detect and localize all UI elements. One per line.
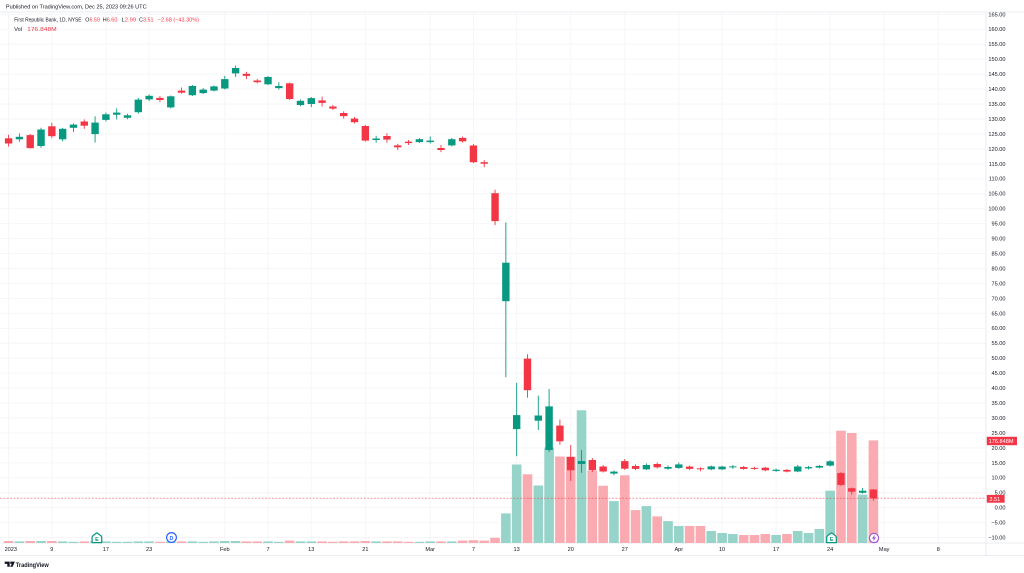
svg-text:5.00: 5.00	[995, 491, 1006, 497]
svg-text:Vol 176.848M: Vol 176.848M	[14, 27, 57, 33]
svg-text:100.00: 100.00	[988, 207, 1005, 213]
svg-text:130.00: 130.00	[988, 117, 1005, 123]
svg-text:7: 7	[266, 547, 269, 553]
svg-text:80.00: 80.00	[992, 266, 1006, 272]
svg-text:17: 17	[103, 547, 109, 553]
svg-text:L2.99: L2.99	[122, 18, 137, 24]
svg-text:C3.51: C3.51	[139, 18, 154, 24]
svg-text:15.00: 15.00	[992, 461, 1006, 467]
svg-text:45.00: 45.00	[992, 371, 1006, 377]
svg-text:70.00: 70.00	[992, 296, 1006, 302]
svg-text:176.848M: 176.848M	[989, 439, 1014, 445]
svg-text:115.00: 115.00	[989, 162, 1006, 168]
svg-text:65.00: 65.00	[992, 311, 1006, 317]
svg-text:10: 10	[719, 547, 725, 553]
svg-text:40.00: 40.00	[992, 386, 1006, 392]
svg-text:60.00: 60.00	[992, 326, 1006, 332]
svg-text:20: 20	[568, 547, 574, 553]
svg-text:50.00: 50.00	[992, 356, 1006, 362]
svg-text:95.00: 95.00	[992, 222, 1006, 228]
svg-text:160.00: 160.00	[988, 27, 1005, 33]
svg-text:30.00: 30.00	[992, 416, 1006, 422]
svg-text:35.00: 35.00	[992, 401, 1006, 407]
svg-text:O6.59: O6.59	[85, 18, 100, 24]
svg-text:145.00: 145.00	[988, 72, 1005, 78]
svg-text:10.00: 10.00	[992, 476, 1006, 482]
svg-text:3.51: 3.51	[989, 497, 1000, 503]
svg-text:−10.00: −10.00	[988, 536, 1005, 542]
svg-text:0.00: 0.00	[995, 506, 1006, 512]
svg-text:Mar: Mar	[425, 547, 435, 553]
svg-text:140.00: 140.00	[988, 87, 1005, 93]
svg-text:2023: 2023	[5, 547, 17, 553]
svg-text:TradingView: TradingView	[16, 563, 49, 569]
svg-text:165.00: 165.00	[988, 12, 1005, 18]
svg-text:85.00: 85.00	[992, 251, 1006, 257]
svg-text:13: 13	[308, 547, 314, 553]
svg-text:23: 23	[146, 547, 152, 553]
svg-text:E: E	[95, 537, 99, 543]
svg-text:−5.00: −5.00	[991, 521, 1005, 527]
svg-text:13: 13	[514, 547, 520, 553]
svg-text:24: 24	[827, 547, 833, 553]
svg-text:125.00: 125.00	[988, 132, 1005, 138]
svg-text:25.00: 25.00	[992, 431, 1006, 437]
svg-text:155.00: 155.00	[988, 42, 1005, 48]
svg-text:20.00: 20.00	[992, 446, 1006, 452]
svg-text:21: 21	[362, 547, 368, 553]
svg-text:55.00: 55.00	[992, 341, 1006, 347]
svg-text:150.00: 150.00	[988, 57, 1005, 63]
svg-text:75.00: 75.00	[992, 281, 1006, 287]
svg-text:H6.60: H6.60	[103, 18, 118, 24]
svg-text:First Republic Bank, 1D, NYSE: First Republic Bank, 1D, NYSE	[14, 18, 81, 24]
svg-text:90.00: 90.00	[992, 237, 1006, 243]
svg-text:17: 17	[773, 547, 779, 553]
svg-text:9: 9	[50, 547, 53, 553]
svg-text:8: 8	[937, 547, 940, 553]
svg-text:120.00: 120.00	[988, 147, 1005, 153]
svg-text:Apr: Apr	[674, 547, 683, 553]
svg-text:E: E	[830, 537, 834, 543]
svg-text:D: D	[170, 536, 174, 542]
svg-text:Feb: Feb	[220, 547, 230, 553]
svg-text:May: May	[879, 547, 890, 553]
svg-text:110.00: 110.00	[989, 177, 1006, 183]
svg-text:135.00: 135.00	[988, 102, 1005, 108]
svg-text:105.00: 105.00	[988, 192, 1005, 198]
svg-text:27: 27	[622, 547, 628, 553]
svg-text:Published on TradingView.com,: Published on TradingView.com, Dec 25, 20…	[6, 5, 147, 11]
svg-text:−2.68 (−43.30%): −2.68 (−43.30%)	[158, 18, 199, 24]
svg-text:7: 7	[472, 547, 475, 553]
